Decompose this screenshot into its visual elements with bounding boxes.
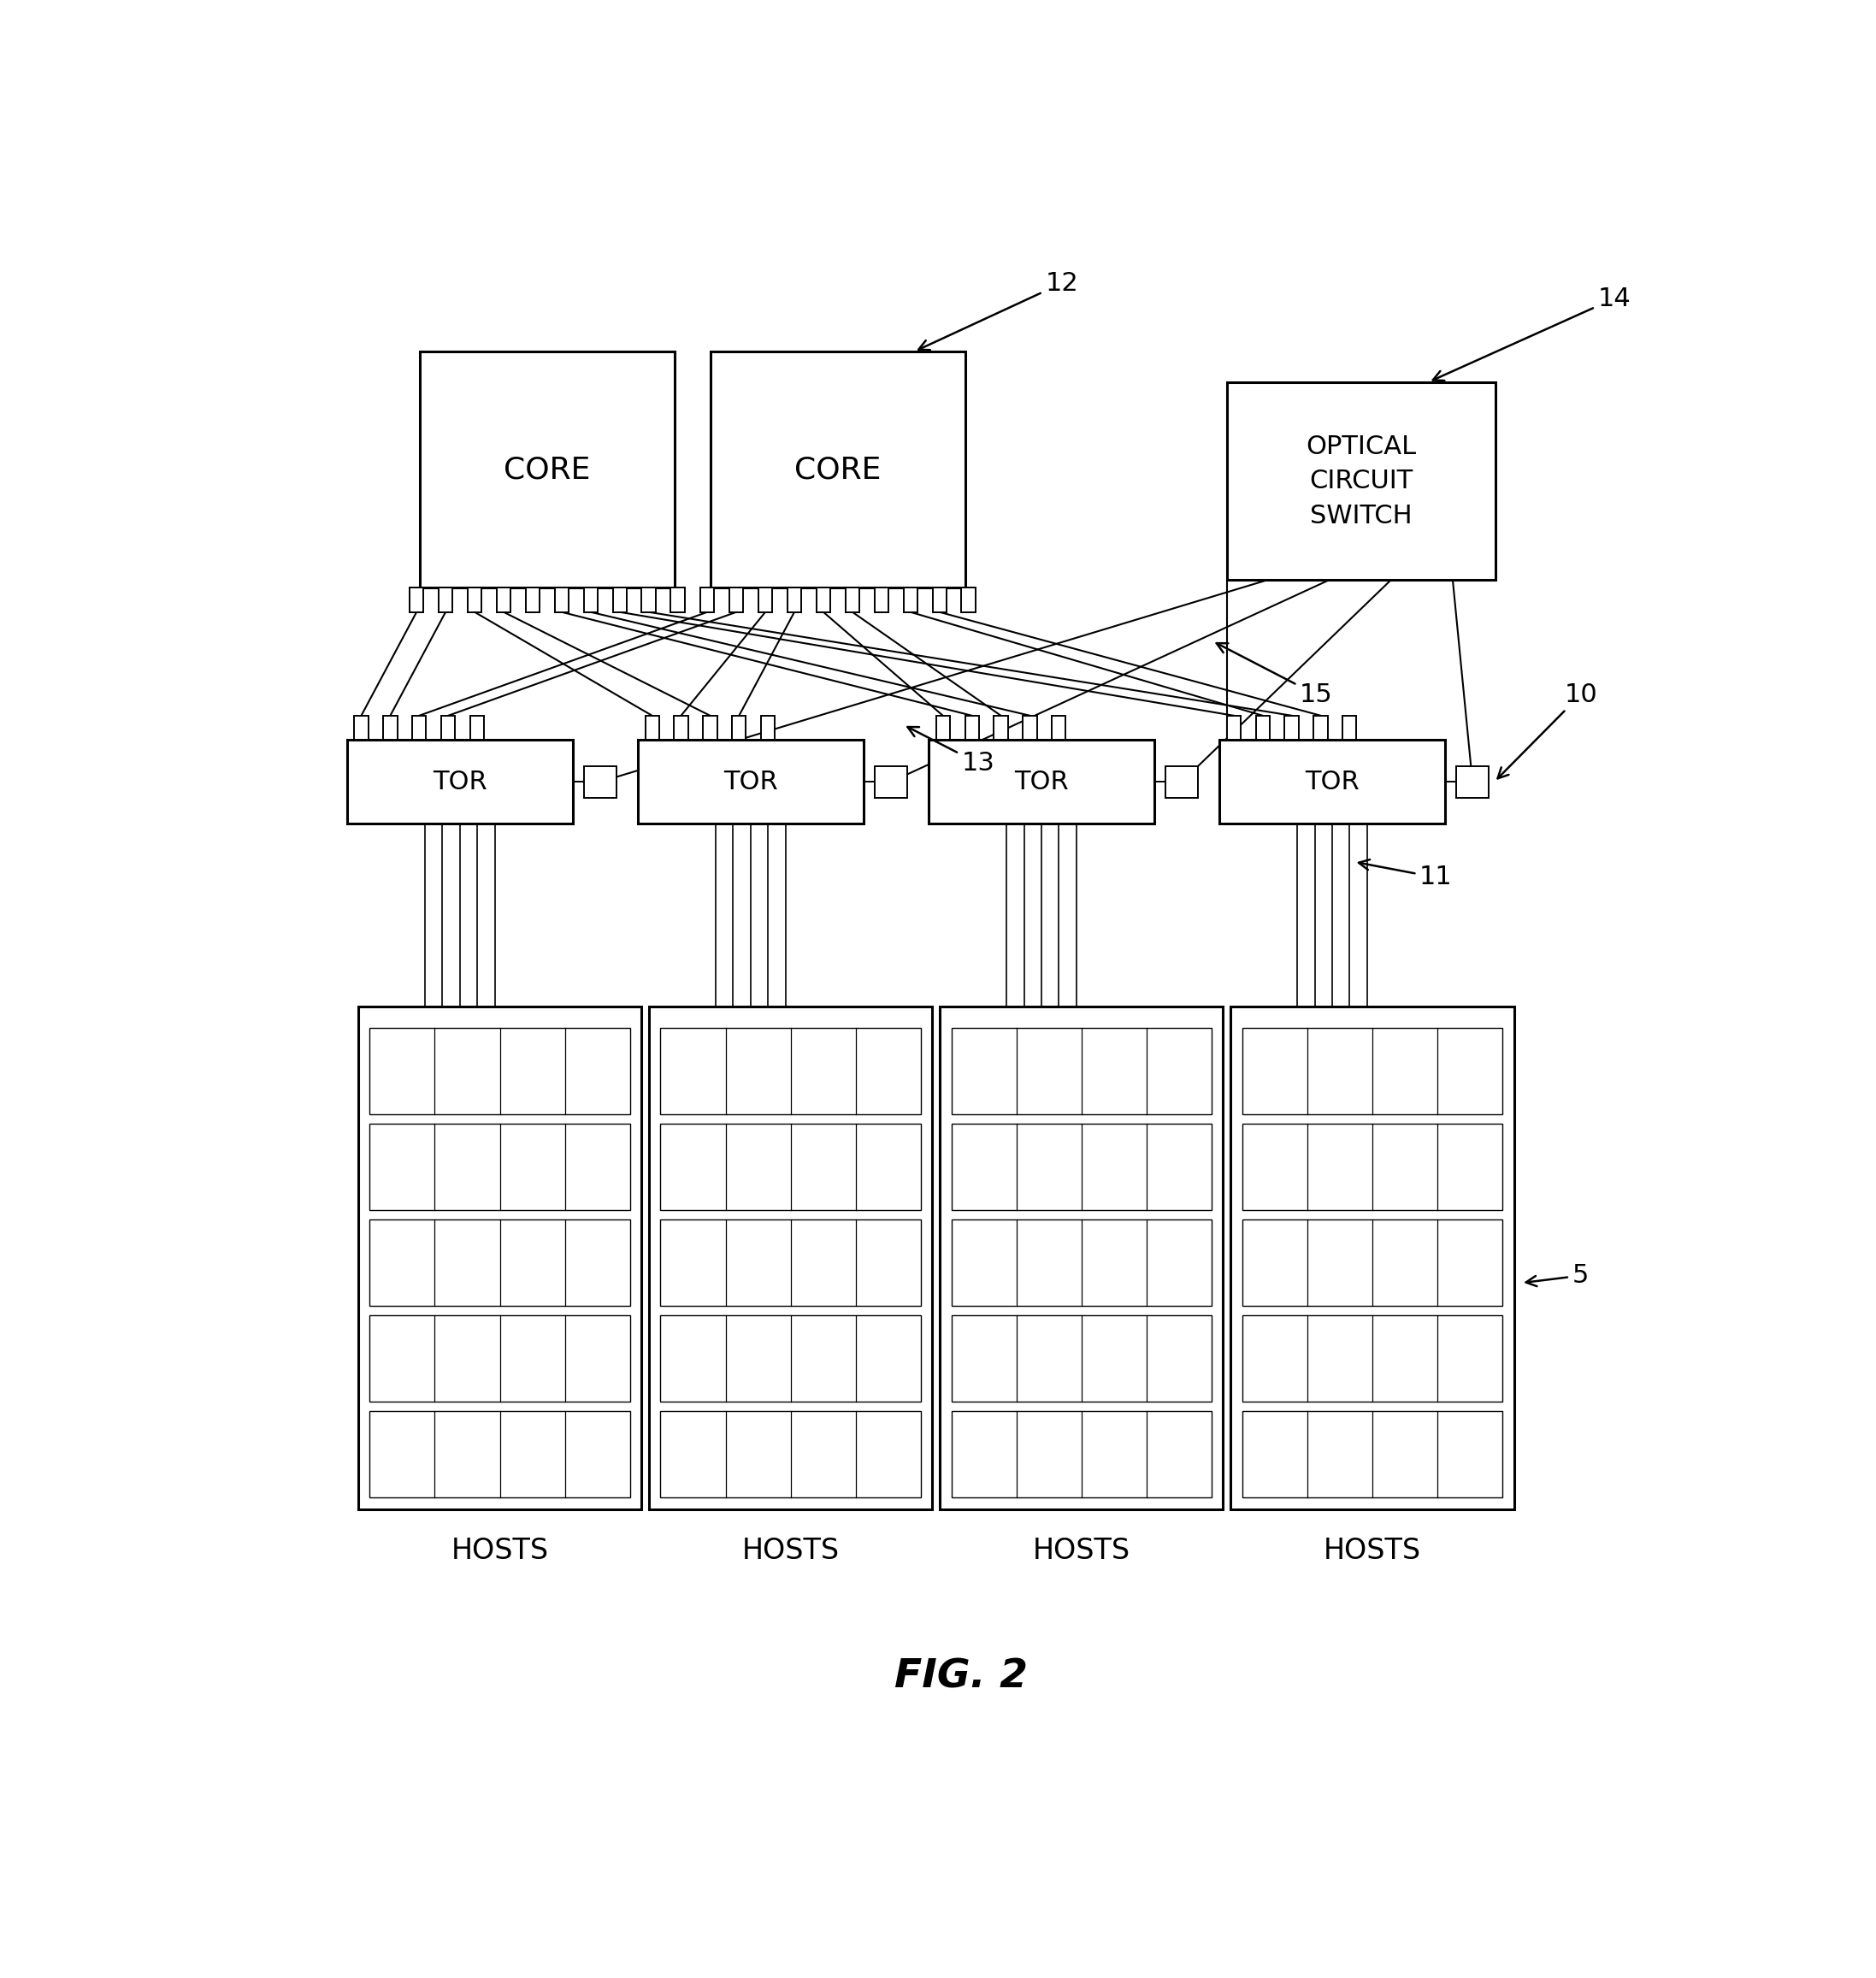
Text: TOR: TOR bbox=[724, 769, 779, 795]
Bar bbox=[1165, 765, 1197, 797]
Bar bbox=[994, 716, 1007, 740]
Bar bbox=[932, 587, 946, 611]
Bar bbox=[951, 1410, 1212, 1497]
Bar bbox=[1242, 1315, 1503, 1402]
Bar bbox=[1456, 765, 1488, 797]
Bar bbox=[1227, 382, 1495, 580]
Bar bbox=[1052, 716, 1066, 740]
Bar bbox=[613, 587, 627, 611]
Bar bbox=[1219, 740, 1445, 823]
Bar bbox=[940, 1007, 1223, 1509]
Text: TOR: TOR bbox=[1015, 769, 1069, 795]
Text: HOSTS: HOSTS bbox=[1323, 1537, 1420, 1565]
Bar bbox=[874, 765, 906, 797]
Bar bbox=[660, 1124, 921, 1211]
Bar bbox=[383, 716, 398, 740]
Text: FIG. 2: FIG. 2 bbox=[895, 1658, 1028, 1695]
Text: 13: 13 bbox=[908, 728, 994, 775]
Text: TOR: TOR bbox=[433, 769, 488, 795]
Bar bbox=[951, 1124, 1212, 1211]
Text: OPTICAL
CIRCUIT
SWITCH: OPTICAL CIRCUIT SWITCH bbox=[1306, 433, 1416, 528]
Bar bbox=[951, 1315, 1212, 1402]
Bar bbox=[1255, 716, 1270, 740]
Bar bbox=[660, 1410, 921, 1497]
Bar bbox=[936, 716, 949, 740]
Bar bbox=[355, 716, 368, 740]
Bar bbox=[762, 716, 775, 740]
Bar bbox=[1242, 1124, 1503, 1211]
Bar bbox=[704, 716, 717, 740]
Bar bbox=[358, 1007, 642, 1509]
Bar bbox=[732, 716, 747, 740]
Bar bbox=[439, 587, 452, 611]
Text: 10: 10 bbox=[1497, 682, 1596, 779]
Bar bbox=[711, 352, 964, 587]
Bar bbox=[673, 716, 688, 740]
Bar bbox=[874, 587, 887, 611]
Bar bbox=[409, 587, 424, 611]
Bar bbox=[645, 716, 658, 740]
Text: 14: 14 bbox=[1433, 287, 1630, 380]
Bar bbox=[700, 587, 715, 611]
Bar bbox=[525, 587, 540, 611]
Bar bbox=[583, 587, 597, 611]
Bar bbox=[497, 587, 510, 611]
Bar bbox=[951, 1029, 1212, 1114]
Bar bbox=[660, 1315, 921, 1402]
Bar bbox=[642, 587, 655, 611]
Text: 11: 11 bbox=[1358, 860, 1452, 890]
Bar bbox=[660, 1029, 921, 1114]
Text: HOSTS: HOSTS bbox=[741, 1537, 839, 1565]
Bar bbox=[964, 716, 979, 740]
Text: TOR: TOR bbox=[1306, 769, 1360, 795]
Bar bbox=[929, 740, 1154, 823]
Bar bbox=[1242, 1220, 1503, 1305]
Text: CORE: CORE bbox=[795, 455, 882, 485]
Bar bbox=[1285, 716, 1298, 740]
Bar bbox=[1242, 1410, 1503, 1497]
Bar bbox=[1313, 716, 1328, 740]
Bar bbox=[555, 587, 568, 611]
Bar bbox=[1022, 716, 1037, 740]
Bar bbox=[467, 587, 482, 611]
Bar bbox=[660, 1220, 921, 1305]
Bar bbox=[788, 587, 801, 611]
Text: HOSTS: HOSTS bbox=[1032, 1537, 1129, 1565]
Bar bbox=[370, 1029, 630, 1114]
Bar bbox=[583, 765, 615, 797]
Text: 15: 15 bbox=[1216, 643, 1332, 706]
Bar bbox=[1242, 1029, 1503, 1114]
Bar bbox=[816, 587, 831, 611]
Bar bbox=[649, 1007, 932, 1509]
Bar bbox=[904, 587, 917, 611]
Text: HOSTS: HOSTS bbox=[450, 1537, 548, 1565]
Text: CORE: CORE bbox=[505, 455, 591, 485]
Bar bbox=[471, 716, 484, 740]
Bar bbox=[951, 1220, 1212, 1305]
Bar bbox=[672, 587, 685, 611]
Bar bbox=[370, 1410, 630, 1497]
Bar bbox=[413, 716, 426, 740]
Bar bbox=[758, 587, 773, 611]
Bar bbox=[370, 1220, 630, 1305]
Bar bbox=[441, 716, 456, 740]
Text: 12: 12 bbox=[919, 271, 1079, 350]
Bar bbox=[370, 1315, 630, 1402]
Bar bbox=[1227, 716, 1240, 740]
Bar bbox=[370, 1124, 630, 1211]
Bar bbox=[846, 587, 859, 611]
Bar bbox=[420, 352, 673, 587]
Bar bbox=[638, 740, 863, 823]
Bar bbox=[347, 740, 572, 823]
Bar bbox=[730, 587, 743, 611]
Text: 5: 5 bbox=[1525, 1264, 1589, 1288]
Bar bbox=[1231, 1007, 1514, 1509]
Bar bbox=[1343, 716, 1356, 740]
Bar bbox=[962, 587, 976, 611]
